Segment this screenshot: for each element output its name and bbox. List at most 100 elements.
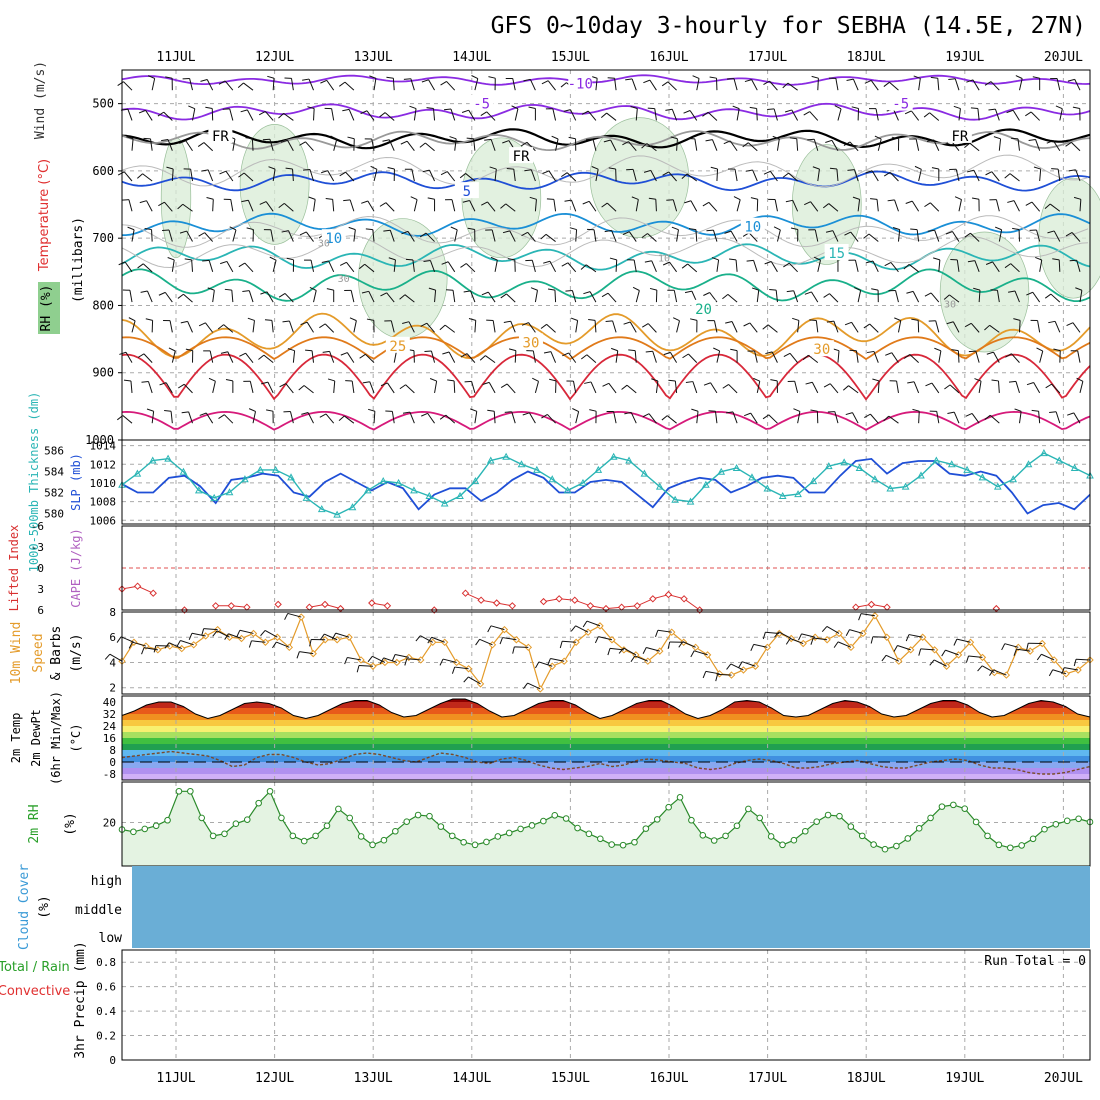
wind-barb-flag — [1049, 411, 1057, 414]
date-label-bottom: 14JUL — [452, 1071, 491, 1086]
wind-barb — [918, 78, 921, 91]
rh-marker — [631, 838, 638, 846]
wind-barb — [185, 140, 193, 152]
wind-barb-flag — [792, 317, 800, 321]
slp-marker — [917, 471, 925, 479]
surface-wind-barb-flag — [1013, 648, 1017, 656]
wind-barb — [552, 108, 557, 121]
wind-barb — [366, 110, 375, 121]
lifted-index-marker — [633, 602, 641, 610]
surface-wind-barb-flag — [941, 649, 946, 657]
slp-marker — [594, 465, 603, 473]
surface-wind-barb-flag — [559, 641, 563, 649]
date-label-bottom: 16JUL — [649, 1071, 688, 1086]
wind-barb-flag — [662, 171, 669, 176]
wind-barb — [1058, 259, 1061, 272]
wind-barb-flag — [464, 380, 472, 383]
wind-barb-flag — [964, 322, 972, 328]
wind-barb-flag — [672, 317, 680, 322]
wind-barb — [606, 112, 617, 121]
surface-wind-barb — [860, 613, 875, 617]
wind-barb-flag — [500, 203, 507, 209]
wind-barb-flag — [1006, 109, 1014, 114]
wind-barb — [750, 412, 758, 424]
wind-barb-flag — [303, 169, 311, 171]
wind-barb — [131, 229, 135, 242]
wind-barb — [385, 202, 395, 212]
surface-wind-barb — [634, 655, 649, 662]
wind-barb — [655, 199, 657, 212]
wind-barb — [393, 350, 397, 363]
wind-barb — [1050, 293, 1061, 303]
wind-barb — [283, 203, 294, 212]
wind-barb — [547, 414, 556, 424]
wind-barb — [1039, 169, 1042, 182]
wind-barb — [615, 350, 619, 363]
wind-barb — [607, 292, 617, 303]
surface-wind-barb-flag — [810, 637, 814, 645]
wind-barb — [404, 294, 415, 303]
wind-barb — [849, 141, 859, 152]
wind-barb-flag — [523, 78, 531, 82]
isotherm-label: 5 — [463, 184, 471, 200]
surface-wind-barb — [431, 636, 445, 643]
wind-barb-flag — [844, 231, 851, 236]
wind-barb — [391, 411, 395, 424]
slp-tick-label: 1008 — [90, 496, 117, 509]
wind-barb-flag — [286, 257, 294, 261]
axis-label-lifted-index: Lifted Index — [7, 525, 21, 612]
wind-barb — [690, 200, 698, 212]
wind-barb-flag — [964, 232, 971, 238]
wind-barb-flag — [521, 322, 529, 326]
wind-barb — [1052, 140, 1061, 151]
wind-barb — [547, 80, 556, 91]
wind-barb — [990, 81, 1000, 91]
wind-barb — [430, 350, 436, 363]
wind-barb-flag — [985, 171, 992, 176]
wind-barb — [526, 141, 536, 152]
rh-marker — [1018, 842, 1025, 849]
wind-barb-flag — [419, 142, 426, 148]
wind-barb-flag — [319, 323, 326, 329]
surface-wind-barb-flag — [487, 625, 492, 633]
wind-barb — [244, 262, 254, 273]
wind-speed-line — [121, 614, 1091, 691]
wind-barb — [888, 415, 899, 424]
wind-speed-marker — [966, 638, 975, 646]
wind-barb-flag — [643, 169, 651, 173]
wind-speed-marker — [154, 646, 162, 654]
wind-barb — [246, 109, 254, 121]
wind-barb — [412, 259, 415, 272]
wind-barb — [130, 380, 133, 393]
wind-barb — [613, 411, 617, 424]
wind-barb-flag — [866, 260, 874, 264]
wind-barb — [413, 108, 417, 121]
wind-barb-flag — [863, 233, 870, 239]
wind-barb — [207, 169, 214, 182]
wind-barb-flag — [543, 351, 551, 354]
wind-barb — [353, 320, 357, 333]
wind-barb-flag — [144, 228, 152, 231]
wind-barb — [996, 290, 1000, 303]
bottom-date-axis: 11JUL 12JUL 13JUL 14JUL 15JUL 16JUL 17JUL 18JUL… — [156, 1071, 1083, 1086]
wind-barb — [851, 322, 859, 333]
wind-barb-flag — [322, 350, 330, 353]
wind-barb — [452, 290, 456, 303]
wind-barb — [474, 320, 477, 333]
wind-barb-flag — [158, 291, 166, 296]
lifted-index-marker — [493, 599, 501, 607]
slp-marker — [179, 467, 188, 475]
wind-barb — [836, 169, 839, 182]
wind-barb-flag — [1026, 382, 1034, 386]
wind-barb — [348, 109, 355, 121]
wind-barb-flag — [934, 347, 942, 352]
wind-barb — [128, 199, 133, 212]
wind-barb-flag — [804, 201, 811, 206]
precip-tick-label: 0 — [109, 1054, 116, 1067]
wind-barb — [595, 78, 598, 91]
wind-barb-flag — [883, 415, 890, 422]
wind-barb-flag — [746, 259, 754, 262]
wind-barb-flag — [803, 111, 811, 116]
surface-wind-barb-flag — [607, 648, 611, 656]
wind-barb — [978, 380, 982, 393]
